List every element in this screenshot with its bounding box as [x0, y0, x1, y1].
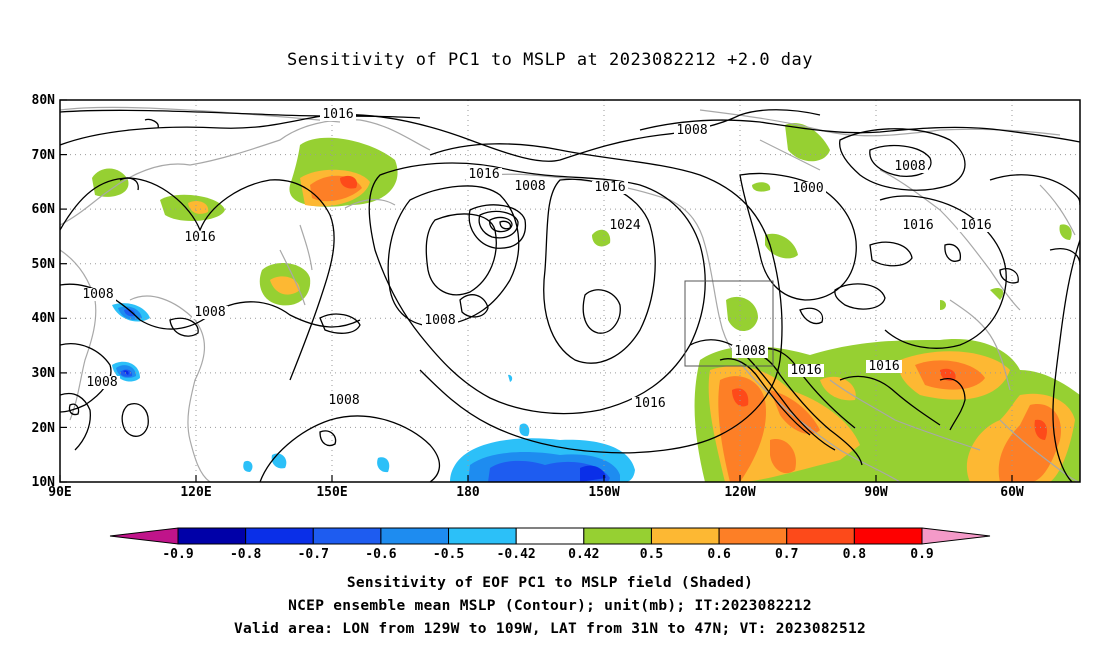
lat-label: 80N [32, 93, 56, 108]
contour-label-bg [790, 182, 826, 195]
colorbar-label: -0.42 [497, 547, 536, 562]
colorbar: -0.9 -0.8 -0.7 -0.6 -0.5 -0.42 0.42 0.5 0.6 0.7 0.… [109, 527, 991, 562]
contour-label: 1008 [514, 179, 545, 194]
contour-label-bg [788, 364, 824, 377]
colorbar-swatch [177, 527, 247, 545]
contour-label: 1016 [594, 180, 625, 195]
contour-label-bg [84, 376, 120, 389]
contour-label-bg [422, 314, 458, 327]
colorbar-label: 0.5 [640, 547, 663, 562]
colorbar-swatch [312, 527, 382, 545]
colorbar-label: 0.7 [775, 547, 798, 562]
contour-label-bg [192, 306, 228, 319]
lat-label: 40N [32, 311, 56, 326]
contour-label: 1016 [322, 107, 353, 122]
colorbar-label: 0.6 [707, 547, 731, 562]
contour-label-bg [512, 180, 548, 193]
axis-labels: 80N 70N 60N 50N 40N 30N 20N 10N 90E 120E… [32, 93, 1024, 500]
contour-label-bg [900, 219, 936, 232]
lon-label: 120W [724, 485, 755, 500]
colorbar-swatch [786, 527, 855, 545]
contour-label: 1016 [184, 230, 215, 245]
caption-contour: NCEP ensemble mean MSLP (Contour); unit(… [288, 598, 812, 614]
colorbar-swatch [853, 527, 923, 545]
contour-label: 1008 [328, 393, 359, 408]
colorbar-low-extension [109, 527, 179, 545]
colorbar-label: 0.42 [568, 547, 599, 562]
tick-marks [59, 99, 1013, 483]
contour-label-bg [958, 219, 994, 232]
colorbar-swatch [380, 527, 450, 545]
contour-label-bg [592, 181, 628, 194]
contour-label-bg [892, 160, 928, 173]
lon-label: 180 [456, 485, 480, 500]
colorbar-label: -0.8 [230, 547, 261, 562]
colorbar-label: -0.5 [433, 547, 464, 562]
contour-label: 1008 [86, 375, 117, 390]
lon-label: 60W [1000, 485, 1024, 500]
contour-label: 1016 [902, 218, 933, 233]
colorbar-high-extension [921, 527, 991, 545]
contour-label: 1008 [194, 305, 225, 320]
caption-valid-area: Valid area: LON from 129W to 109W, LAT f… [233, 621, 867, 637]
figure-title: Sensitivity of PC1 to MSLP at 2023082212… [286, 50, 813, 70]
lat-label: 60N [32, 202, 56, 217]
contour-label: 1008 [894, 159, 925, 174]
contour-label-bg [866, 360, 902, 373]
lon-label: 120E [180, 485, 211, 500]
contour-label-bg [732, 345, 768, 358]
contour-label: 1008 [676, 123, 707, 138]
colorbar-swatch [650, 527, 720, 545]
map-frame [59, 99, 1081, 483]
contour-label: 1016 [960, 218, 991, 233]
contour-label: 1016 [790, 363, 821, 378]
lat-label: 50N [32, 257, 56, 272]
mslp-contours [60, 109, 1080, 482]
contour-label-bg [80, 288, 116, 301]
contour-label-bg [182, 231, 218, 244]
contour-label-bg [466, 168, 502, 181]
contour-label: 1024 [609, 218, 640, 233]
contour-label: 1000 [792, 181, 823, 196]
contour-label-bg [632, 397, 668, 410]
lon-label: 90E [48, 485, 71, 500]
lat-label: 20N [32, 421, 56, 436]
graticule [60, 100, 1080, 482]
contour-label: 1016 [634, 396, 665, 411]
colorbar-label: -0.7 [298, 547, 329, 562]
contour-label: 1016 [868, 359, 899, 374]
contour-label: 1008 [424, 313, 455, 328]
colorbar-label: 0.8 [843, 547, 867, 562]
contour-label: 1016 [468, 167, 499, 182]
colorbar-label: 0.9 [910, 547, 933, 562]
lon-label: 150E [316, 485, 347, 500]
valid-area-box [684, 280, 774, 367]
contour-label-bg [320, 108, 356, 121]
colorbar-swatch [515, 527, 585, 545]
contour-label-bg [326, 394, 362, 407]
lon-label: 90W [864, 485, 888, 500]
colorbar-swatch [448, 527, 517, 545]
contour-label: 1008 [82, 287, 113, 302]
colorbar-swatch [718, 527, 788, 545]
colorbar-label: -0.6 [365, 547, 396, 562]
contour-label-bg [674, 124, 710, 137]
contour-labels: 1016 1008 1016 1008 1016 1000 1016 1016 1024 1008… [80, 107, 994, 411]
colorbar-swatch [583, 527, 652, 545]
colorbar-swatch [245, 527, 314, 545]
lat-label: 70N [32, 148, 56, 163]
lon-label: 150W [588, 485, 619, 500]
lat-label: 30N [32, 366, 56, 381]
contour-label: 1008 [734, 344, 765, 359]
colorbar-label: -0.9 [162, 547, 193, 562]
lat-label: 10N [32, 475, 56, 490]
caption-shading: Sensitivity of EOF PC1 to MSLP field (Sh… [346, 575, 754, 591]
contour-label-bg [607, 219, 643, 232]
